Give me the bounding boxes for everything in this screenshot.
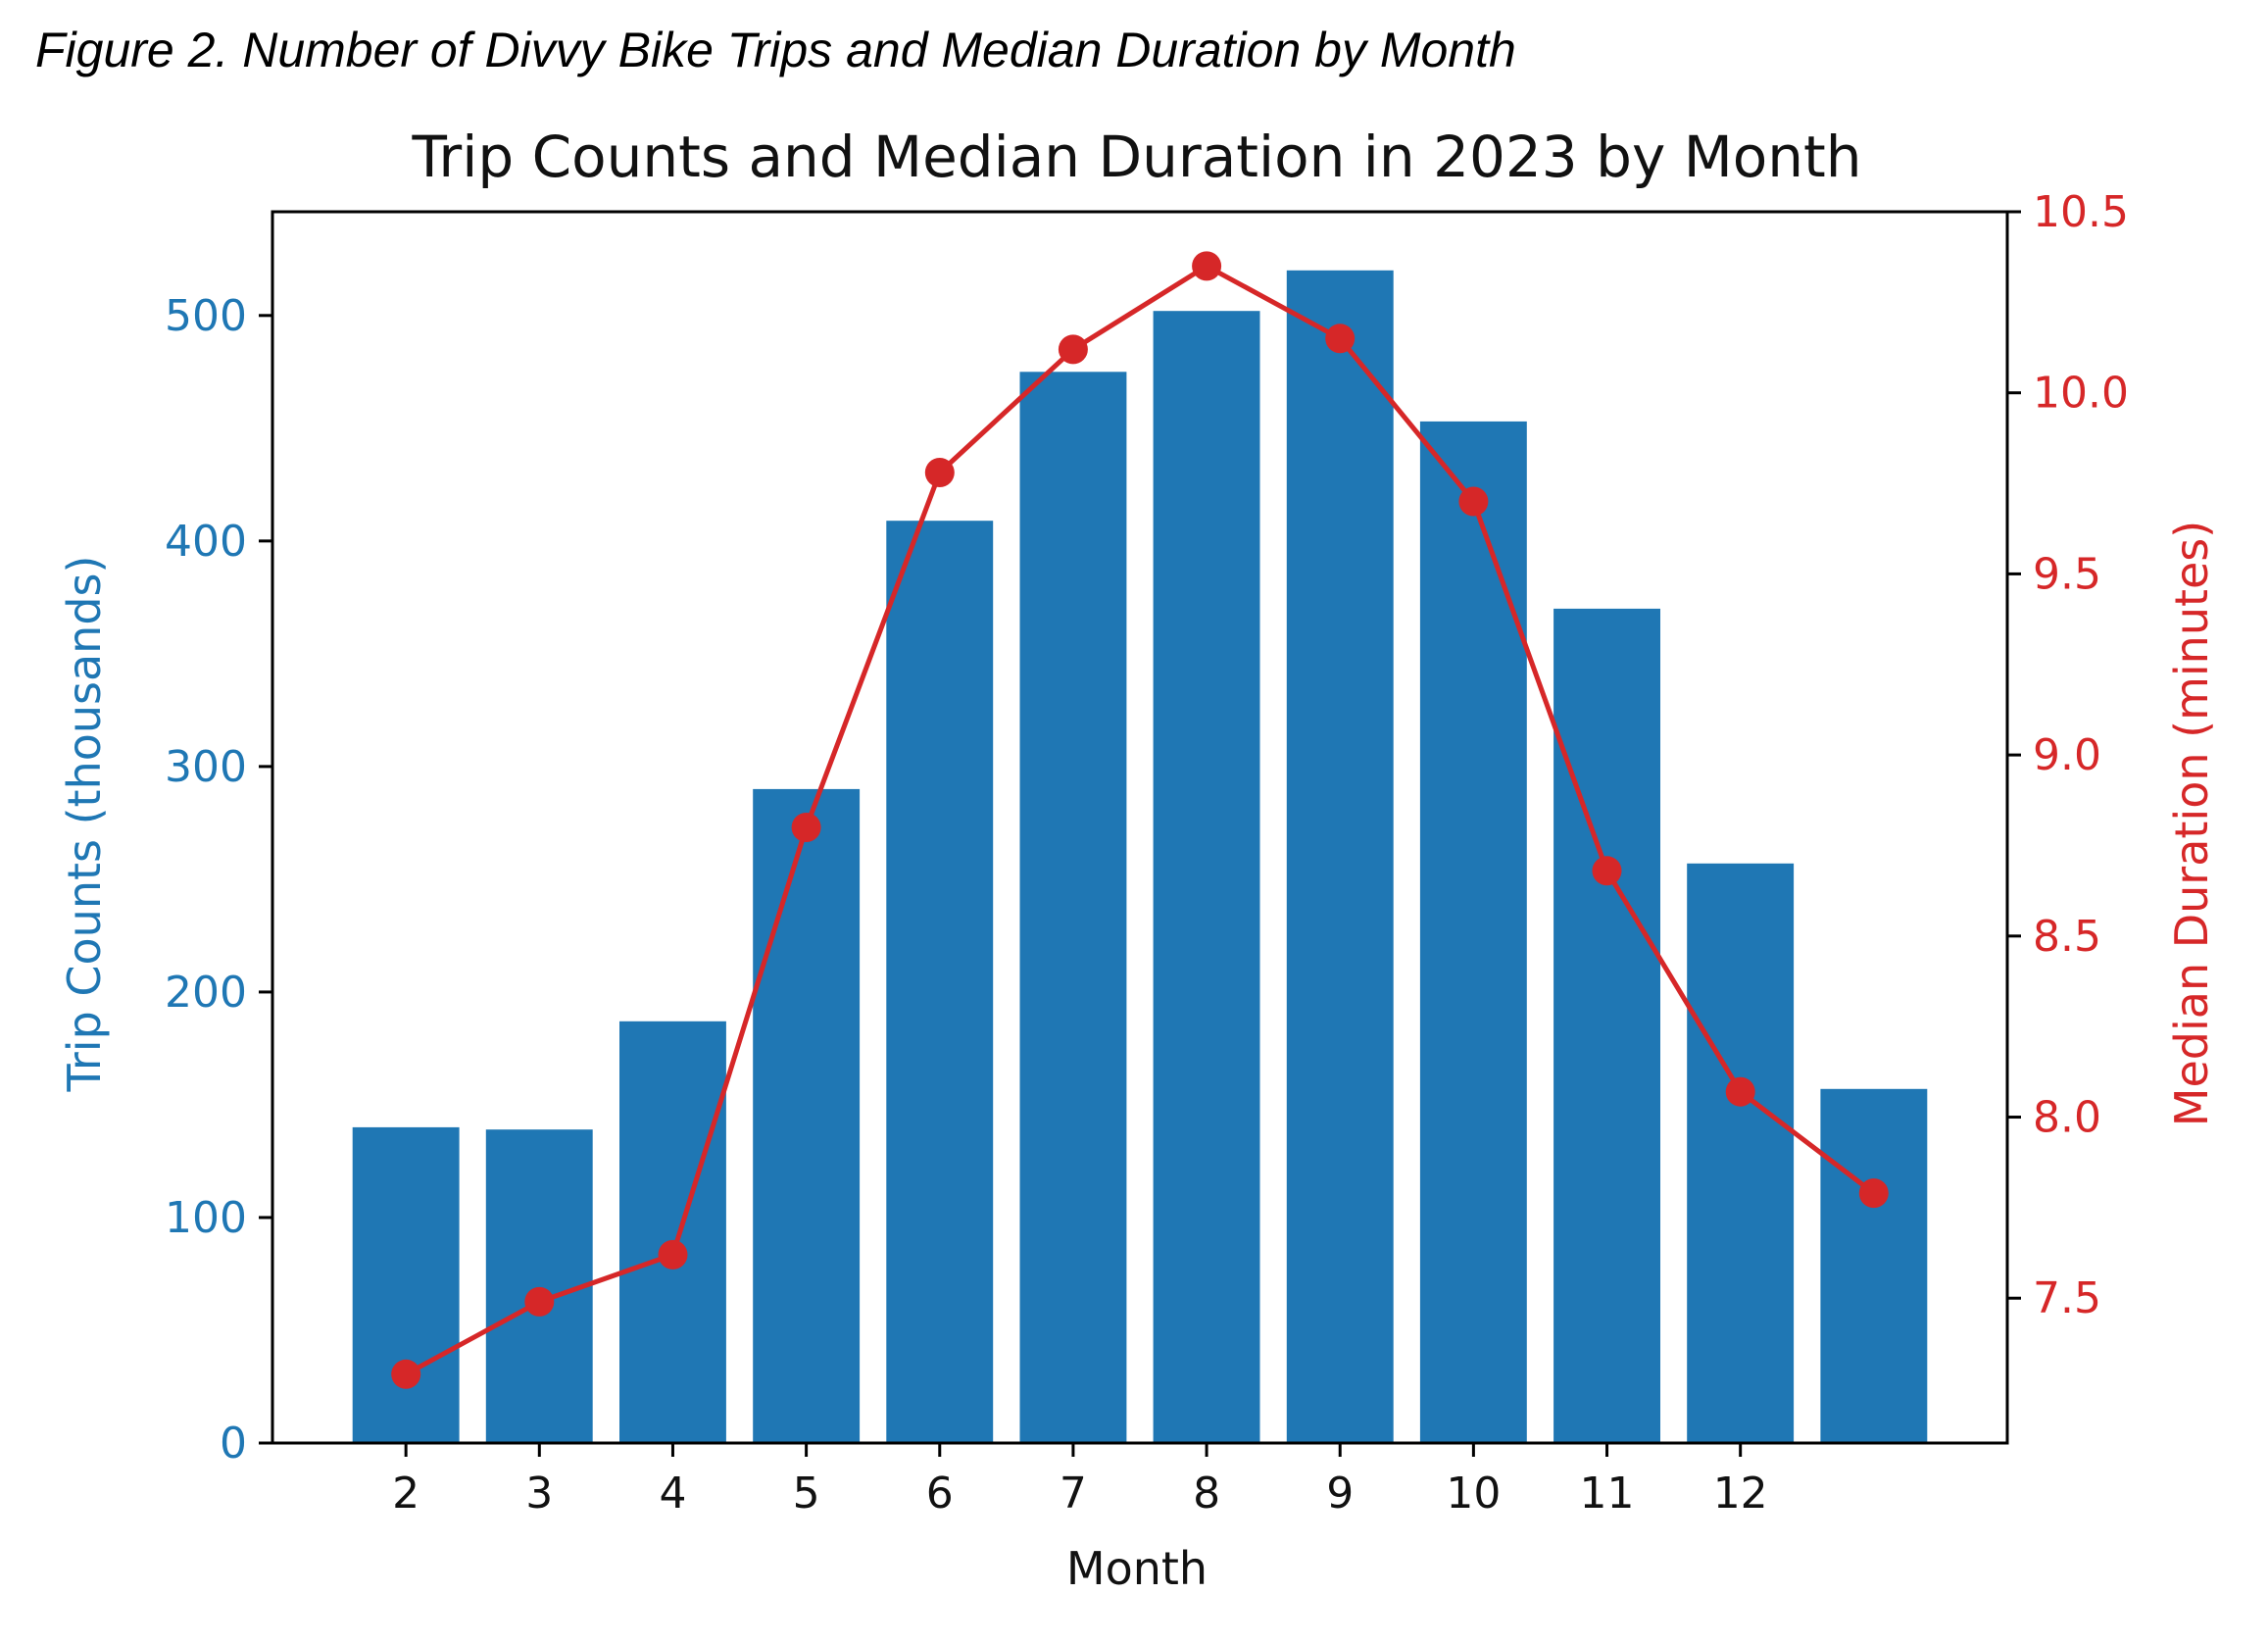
bar-month-2	[352, 1126, 460, 1443]
right-axis-title: Median Duration (minutes)	[2165, 521, 2218, 1126]
right-tick-label: 7.5	[2033, 1273, 2101, 1323]
right-tick-label: 9.5	[2033, 549, 2101, 599]
right-tick-label: 10.5	[2033, 187, 2129, 237]
duration-point-month-12	[1725, 1076, 1755, 1107]
right-tick-label: 8.5	[2033, 912, 2101, 962]
bar-month-4	[619, 1021, 726, 1443]
duration-point-month-2	[391, 1359, 421, 1389]
x-tick-label: 8	[1193, 1469, 1220, 1519]
duration-point-month-8	[1192, 251, 1222, 281]
bar-month-9	[1286, 270, 1394, 1443]
left-tick-label: 500	[165, 291, 247, 341]
bar-month-10	[1419, 421, 1527, 1443]
left-tick-label: 0	[220, 1419, 247, 1469]
bar-month-3	[485, 1129, 593, 1443]
duration-point-month-7	[1058, 334, 1088, 365]
bar-month-11	[1553, 608, 1660, 1443]
figure-caption: Figure 2. Number of Divvy Bike Trips and…	[35, 23, 1516, 77]
duration-point-month-5	[791, 813, 821, 842]
duration-point-month-4	[658, 1239, 688, 1270]
median-duration-line	[405, 263, 1876, 1376]
x-tick-label: 10	[1446, 1469, 1501, 1519]
left-axis-title: Trip Counts (thousands)	[58, 556, 111, 1093]
axes	[271, 210, 2009, 1445]
bar-month-12	[1687, 863, 1795, 1443]
left-tick-label: 400	[165, 517, 247, 567]
bar-month-6	[886, 521, 994, 1443]
x-tick-label: 4	[659, 1469, 686, 1519]
duration-point-month-11	[1592, 856, 1622, 886]
duration-point-month-6	[924, 458, 955, 487]
x-tick-label: 9	[1326, 1469, 1354, 1519]
left-tick-label: 100	[165, 1193, 247, 1243]
duration-point-month-9	[1325, 324, 1356, 354]
bar-month-13	[1820, 1088, 1928, 1443]
x-tick-label: 3	[525, 1469, 553, 1519]
left-tick-label: 300	[165, 742, 247, 792]
right-tick-label: 8.0	[2033, 1093, 2101, 1143]
left-tick-label: 200	[165, 968, 247, 1018]
line-series	[391, 251, 1889, 1389]
x-tick-label: 6	[926, 1469, 954, 1519]
bar-month-8	[1153, 311, 1260, 1444]
duration-point-month-13	[1858, 1178, 1889, 1209]
bar-month-7	[1019, 372, 1127, 1443]
x-tick-label: 11	[1580, 1469, 1635, 1519]
bar-month-5	[753, 788, 861, 1443]
right-axis-ticks: 7.5 8.0 8.5 9.0 9.5 10.0 10.5	[2007, 187, 2129, 1323]
x-tick-label: 7	[1060, 1469, 1087, 1519]
right-tick-label: 10.0	[2033, 369, 2129, 419]
x-tick-label: 12	[1713, 1469, 1768, 1519]
duration-point-month-3	[524, 1286, 555, 1317]
bar-series	[352, 270, 1928, 1444]
x-tick-label: 5	[793, 1469, 820, 1519]
x-axis-ticks: 2 3 4 5 6 7 8 9 10 11 12	[392, 1443, 1768, 1519]
plot-frame	[271, 210, 2009, 1445]
chart-title: Trip Counts and Median Duration in 2023 …	[411, 124, 1861, 190]
x-tick-label: 2	[392, 1469, 419, 1519]
x-axis-title: Month	[1066, 1542, 1208, 1595]
left-axis-ticks: 0 100 200 300 400 500	[165, 291, 272, 1469]
duration-point-month-10	[1458, 486, 1489, 517]
right-tick-label: 9.0	[2033, 730, 2101, 780]
